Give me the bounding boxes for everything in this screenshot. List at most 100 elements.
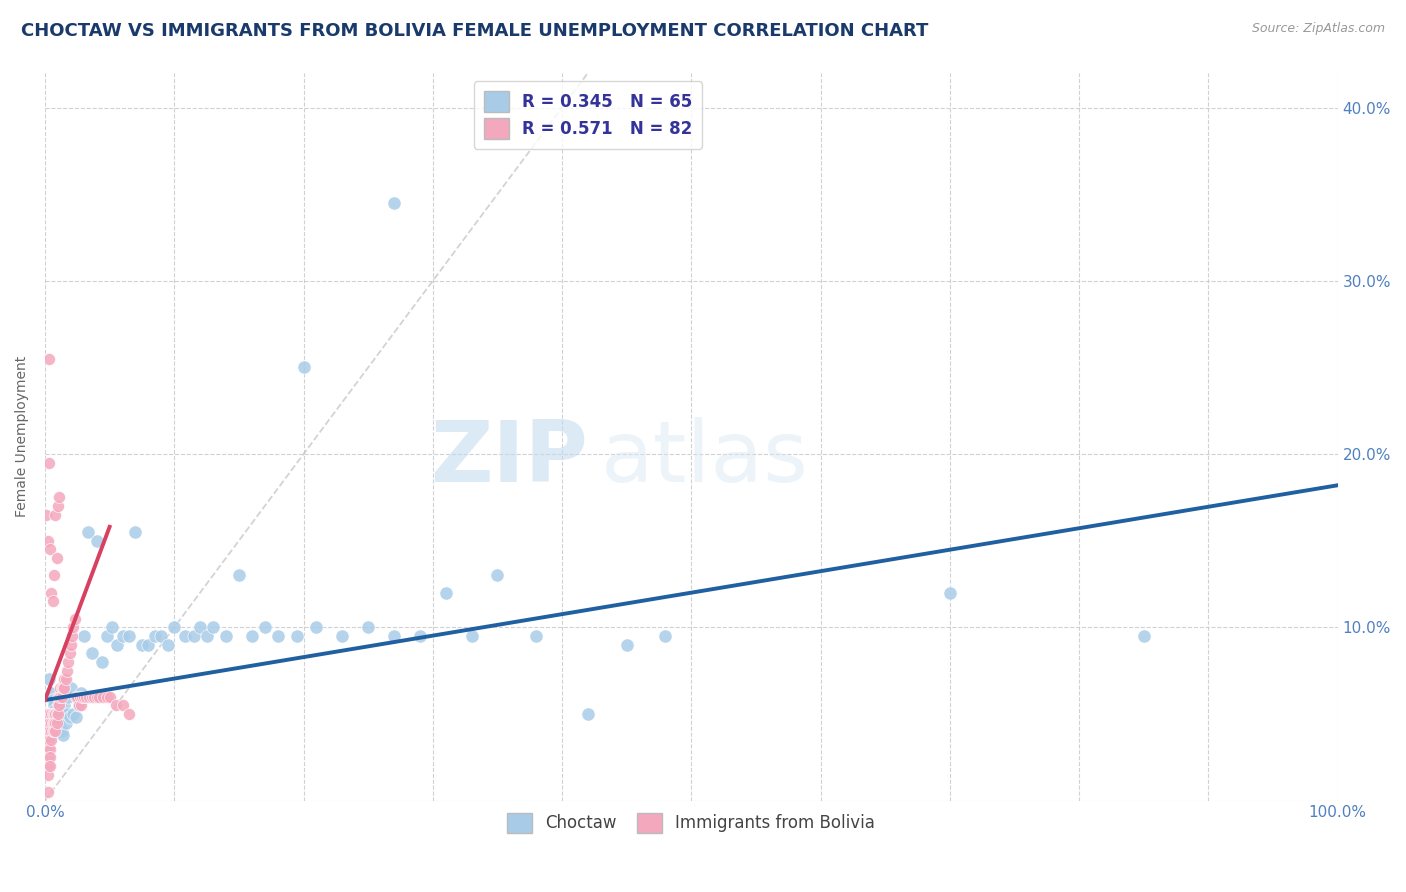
Point: [138, 638, 160, 652]
Point: [111, 698, 134, 713]
Point: [80, 690, 103, 704]
Point: [41, 585, 63, 599]
Point: [66, 690, 89, 704]
Point: [46, 499, 69, 513]
Point: [42, 698, 65, 713]
Point: [183, 629, 205, 643]
Point: [45, 706, 67, 721]
Point: [67, 698, 90, 713]
Point: [460, 629, 482, 643]
Point: [105, 698, 128, 713]
Point: [58, 655, 80, 669]
Point: [65, 690, 87, 704]
Point: [35, 724, 58, 739]
Point: [101, 620, 124, 634]
Point: [37, 741, 59, 756]
Point: [51, 724, 73, 739]
Point: [150, 629, 173, 643]
Point: [73, 690, 96, 704]
Point: [131, 638, 153, 652]
Point: [48, 690, 70, 704]
Point: [55, 673, 77, 687]
Text: atlas: atlas: [600, 417, 808, 500]
Point: [240, 629, 263, 643]
Point: [156, 638, 179, 652]
Point: [73, 629, 96, 643]
Point: [654, 629, 676, 643]
Point: [44, 703, 66, 717]
Point: [52, 681, 75, 695]
Point: [434, 585, 457, 599]
Point: [42, 706, 65, 721]
Point: [58, 646, 80, 660]
Point: [39, 759, 62, 773]
Text: Source: ZipAtlas.com: Source: ZipAtlas.com: [1251, 22, 1385, 36]
Point: [46, 710, 69, 724]
Point: [382, 629, 405, 643]
Point: [35, 508, 58, 522]
Point: [42, 706, 65, 721]
Point: [86, 533, 108, 548]
Point: [486, 568, 509, 582]
Point: [46, 706, 69, 721]
Point: [39, 741, 62, 756]
Point: [77, 690, 100, 704]
Point: [72, 690, 94, 704]
Point: [41, 686, 63, 700]
Point: [42, 715, 65, 730]
Point: [91, 690, 114, 704]
Point: [45, 715, 67, 730]
Point: [38, 706, 60, 721]
Point: [42, 568, 65, 582]
Point: [118, 629, 141, 643]
Point: [53, 698, 76, 713]
Point: [44, 724, 66, 739]
Point: [45, 706, 67, 721]
Point: [42, 693, 65, 707]
Point: [42, 715, 65, 730]
Point: [143, 629, 166, 643]
Point: [118, 706, 141, 721]
Point: [524, 629, 547, 643]
Point: [305, 620, 328, 634]
Point: [52, 728, 75, 742]
Point: [38, 724, 60, 739]
Point: [41, 706, 63, 721]
Point: [202, 620, 225, 634]
Point: [70, 686, 93, 700]
Point: [105, 638, 128, 652]
Point: [253, 620, 276, 634]
Point: [228, 568, 250, 582]
Point: [96, 629, 118, 643]
Point: [41, 733, 63, 747]
Point: [51, 690, 73, 704]
Point: [69, 690, 91, 704]
Point: [59, 638, 82, 652]
Point: [41, 724, 63, 739]
Point: [70, 698, 93, 713]
Point: [292, 360, 315, 375]
Point: [67, 698, 90, 713]
Point: [41, 715, 63, 730]
Point: [35, 733, 58, 747]
Point: [266, 629, 288, 643]
Point: [37, 533, 59, 548]
Point: [59, 681, 82, 695]
Point: [56, 706, 79, 721]
Point: [37, 785, 59, 799]
Point: [76, 524, 98, 539]
Point: [44, 508, 66, 522]
Point: [48, 698, 70, 713]
Point: [80, 646, 103, 660]
Point: [83, 690, 105, 704]
Point: [49, 690, 72, 704]
Point: [124, 524, 146, 539]
Point: [49, 721, 72, 735]
Point: [90, 655, 112, 669]
Point: [330, 629, 353, 643]
Point: [48, 715, 70, 730]
Point: [53, 681, 76, 695]
Point: [616, 638, 638, 652]
Point: [55, 715, 77, 730]
Point: [63, 612, 86, 626]
